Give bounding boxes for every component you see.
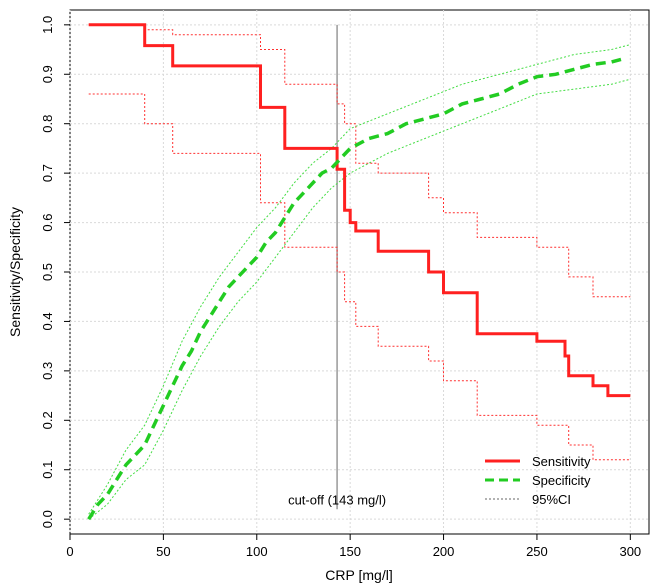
y-tick-label: 1.0: [40, 16, 55, 34]
y-tick-label: 0.1: [40, 461, 55, 479]
x-tick-label: 200: [433, 544, 455, 559]
y-tick-label: 0.4: [40, 312, 55, 330]
sensitivity-line: [88, 23, 631, 398]
ci-line: [88, 44, 631, 515]
axes: 0 50 100 150 200 250 300 0.0 0.1 0.2 0.3 0.4 0.5 0.6 0…: [40, 16, 641, 559]
ci-line: [88, 24, 631, 298]
grid: [69, 10, 649, 534]
y-tick-label: 0.0: [40, 510, 55, 528]
y-tick-label: 0.6: [40, 214, 55, 232]
y-tick-label: 0.9: [40, 65, 55, 83]
legend: Sensitivity Specificity 95%CI: [485, 454, 591, 507]
y-tick-label: 0.3: [40, 362, 55, 380]
x-tick-label: 300: [619, 544, 641, 559]
y-tick-label: 0.8: [40, 115, 55, 133]
x-tick-label: 0: [66, 544, 73, 559]
x-axis-label: CRP [mg/l]: [325, 567, 392, 583]
series-layer: [87, 23, 631, 521]
cutoff-label: cut-off (143 mg/l): [288, 492, 386, 507]
legend-label-ci: 95%CI: [532, 492, 571, 507]
legend-label-sensitivity: Sensitivity: [532, 454, 591, 469]
ci-line: [88, 93, 631, 461]
specificity-line: [87, 57, 622, 521]
ci-line: [88, 78, 631, 520]
x-tick-label: 100: [246, 544, 268, 559]
y-axis-label: Sensitivity/Specificity: [7, 207, 23, 337]
x-tick-label: 50: [156, 544, 170, 559]
x-tick-label: 150: [339, 544, 361, 559]
y-tick-label: 0.2: [40, 411, 55, 429]
x-tick-label: 250: [526, 544, 548, 559]
legend-label-specificity: Specificity: [532, 473, 591, 488]
y-tick-label: 0.7: [40, 164, 55, 182]
y-tick-label: 0.5: [40, 263, 55, 281]
